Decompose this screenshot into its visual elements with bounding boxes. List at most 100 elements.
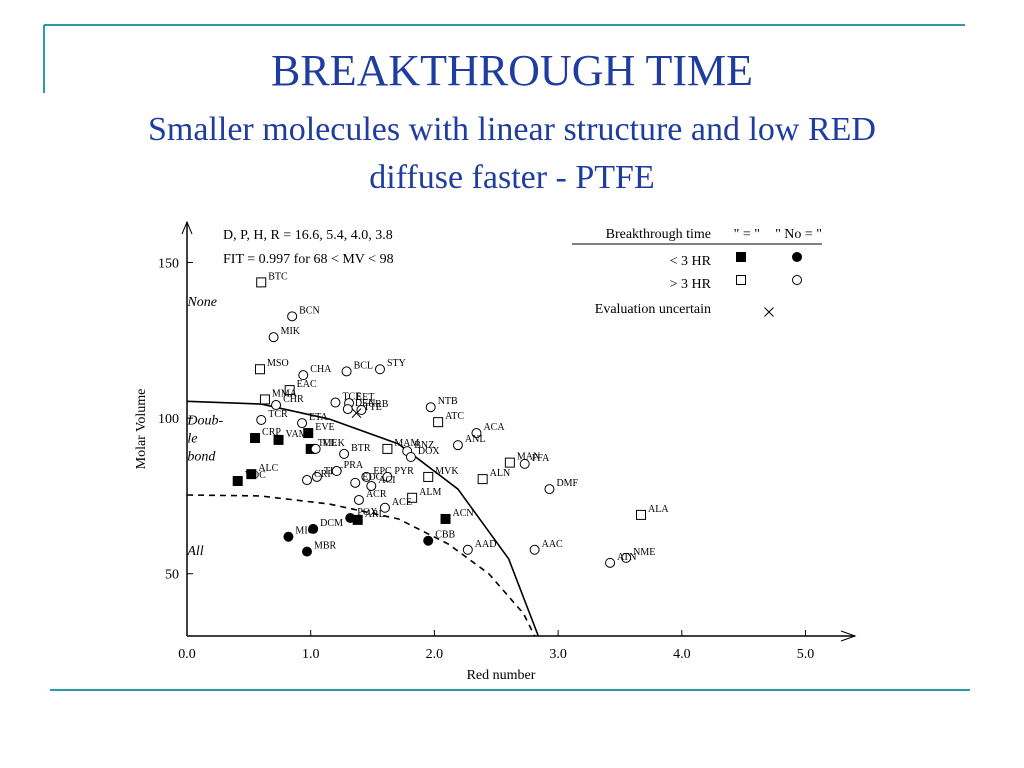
- x-tick-label: 3.0: [549, 647, 567, 662]
- marker: [273, 434, 284, 445]
- point-label: ETA: [309, 412, 328, 423]
- annotation: D, P, H, R = 16.6, 5.4, 4.0, 3.8: [223, 228, 393, 243]
- point-label: FFA: [532, 453, 550, 464]
- marker: [433, 417, 444, 428]
- point-label: TCR: [268, 409, 288, 420]
- region-label: None: [186, 295, 217, 310]
- marker: [382, 471, 393, 482]
- point-label: MEK: [323, 438, 346, 449]
- marker: [330, 397, 341, 408]
- legend-marker: [764, 307, 774, 317]
- point-label: EDC: [362, 472, 382, 483]
- marker: [310, 443, 321, 454]
- point-label: ALA: [648, 504, 669, 515]
- point-label: DMF: [556, 478, 578, 489]
- marker: [284, 385, 295, 396]
- point-label: CHA: [310, 364, 332, 375]
- marker: [477, 474, 488, 485]
- point-label: DEN: [355, 398, 376, 409]
- marker: [423, 535, 434, 546]
- legend-marker: [736, 275, 746, 285]
- marker: [339, 448, 350, 459]
- legend-marker: [792, 275, 802, 285]
- legend-marker: [792, 252, 802, 262]
- point-label: ACI: [378, 475, 395, 486]
- x-tick-label: 1.0: [302, 647, 320, 662]
- x-tick-label: 5.0: [797, 647, 815, 662]
- point-label: TCL: [318, 438, 337, 449]
- legend-label: > 3 HR: [670, 277, 712, 292]
- point-label: BTR: [351, 443, 371, 454]
- point-label: MAN: [517, 452, 540, 463]
- marker: [256, 414, 267, 425]
- point-label: PRA: [344, 460, 364, 471]
- region-label: All: [186, 544, 203, 559]
- marker: [350, 477, 361, 488]
- fit-curve: [186, 494, 536, 637]
- marker: [366, 480, 377, 491]
- marker: [301, 475, 312, 486]
- point-label: BNZ: [414, 440, 434, 451]
- marker: [353, 494, 364, 505]
- subtitle: diffuse faster - PTFE: [369, 159, 654, 196]
- point-label: BTC: [268, 271, 288, 282]
- point-label: NTB: [438, 396, 458, 407]
- marker: [351, 408, 362, 418]
- y-tick-label: 100: [158, 412, 179, 427]
- point-label: EPC: [373, 466, 392, 477]
- marker: [311, 471, 322, 482]
- point-label: VOC: [245, 470, 266, 481]
- point-label: CHR: [283, 394, 304, 405]
- marker: [519, 458, 530, 469]
- point-label: AAC: [542, 539, 563, 550]
- x-tick-label: 2.0: [426, 647, 444, 662]
- x-tick-label: 4.0: [673, 647, 691, 662]
- marker: [425, 402, 436, 413]
- marker: [268, 332, 279, 343]
- point-label: MSO: [267, 358, 289, 369]
- marker: [374, 364, 385, 375]
- marker: [331, 466, 342, 477]
- marker: [271, 400, 282, 411]
- axis-arrow: [181, 220, 193, 235]
- marker: [283, 531, 294, 542]
- marker: [471, 428, 482, 439]
- region-label: Doub-: [186, 413, 223, 428]
- marker: [605, 557, 616, 568]
- legend-header: Breakthrough time: [606, 227, 711, 242]
- marker: [303, 428, 314, 439]
- marker: [504, 457, 515, 468]
- point-label: DCM: [320, 518, 343, 529]
- x-tick-label: 0.0: [178, 647, 196, 662]
- point-label: CRF: [314, 469, 333, 480]
- marker: [254, 364, 265, 375]
- marker: [301, 546, 312, 557]
- marker: [452, 440, 463, 451]
- region-label: bond: [187, 449, 216, 464]
- marker: [405, 452, 416, 463]
- point-label: MIK: [281, 326, 301, 337]
- point-label: VAM: [286, 429, 308, 440]
- x-axis-label: Red number: [467, 668, 536, 683]
- point-label: NME: [633, 547, 655, 558]
- annotation: FIT = 0.997 for 68 < MV < 98: [223, 252, 394, 267]
- title: BREAKTHROUGH TIME: [271, 46, 753, 95]
- legend-header: " = ": [734, 227, 760, 242]
- point-label: MIC: [295, 526, 314, 537]
- point-label: CBB: [435, 530, 455, 541]
- marker: [345, 513, 356, 524]
- marker: [423, 471, 434, 482]
- point-label: CRB: [368, 399, 388, 410]
- marker: [379, 502, 390, 513]
- point-label: ALN: [490, 468, 511, 479]
- axis-arrow: [840, 630, 857, 642]
- point-label: TCE: [342, 392, 361, 403]
- point-label: AAD: [475, 539, 497, 550]
- point-label: BCL: [354, 360, 373, 371]
- point-label: ACA: [483, 422, 505, 433]
- marker: [462, 544, 473, 555]
- marker: [246, 469, 257, 480]
- point-label: EAC: [297, 379, 317, 390]
- marker: [407, 492, 418, 503]
